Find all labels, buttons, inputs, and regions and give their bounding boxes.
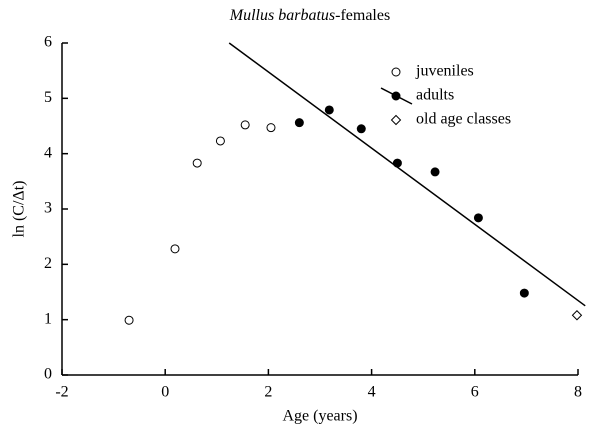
- legend-marker: [391, 67, 401, 77]
- point: [215, 136, 225, 146]
- x-tick-label: 2: [264, 384, 272, 401]
- y-tick-label: 2: [44, 255, 52, 272]
- y-tick-label: 1: [44, 310, 52, 327]
- y-tick-label: 4: [44, 144, 52, 161]
- y-tick-label: 6: [44, 34, 52, 51]
- legend-marker: [391, 91, 401, 101]
- y-tick-label: 5: [44, 89, 52, 106]
- x-tick-label: 0: [161, 384, 169, 401]
- legend-marker: [390, 114, 402, 126]
- point: [430, 167, 440, 177]
- legend-label: adults: [416, 87, 454, 104]
- legend-label: juveniles: [415, 63, 474, 80]
- x-tick-label: 8: [574, 384, 582, 401]
- title-rest: -females: [335, 7, 390, 24]
- point: [192, 158, 202, 168]
- x-axis-label: Age (years): [282, 408, 357, 425]
- point: [324, 105, 334, 115]
- point: [519, 288, 529, 298]
- x-tick-label: 4: [368, 384, 376, 401]
- legend-label: old age classes: [416, 111, 511, 128]
- point: [571, 310, 583, 321]
- x-tick-label: 6: [471, 384, 479, 401]
- y-tick-label: 3: [44, 200, 52, 217]
- title-species: Mullus barbatus: [229, 7, 335, 24]
- point: [240, 120, 250, 130]
- fit-line: [228, 42, 586, 307]
- point: [356, 124, 366, 134]
- point: [392, 158, 402, 168]
- y-axis-label: ln (C/Δt): [11, 181, 28, 238]
- point: [266, 123, 276, 133]
- point: [473, 213, 483, 223]
- chart-title: Mullus barbatus-females: [229, 7, 390, 24]
- point: [124, 315, 134, 325]
- point: [170, 244, 180, 254]
- y-tick-label: 0: [44, 366, 52, 383]
- x-tick-label: -2: [55, 384, 68, 401]
- point: [294, 118, 304, 128]
